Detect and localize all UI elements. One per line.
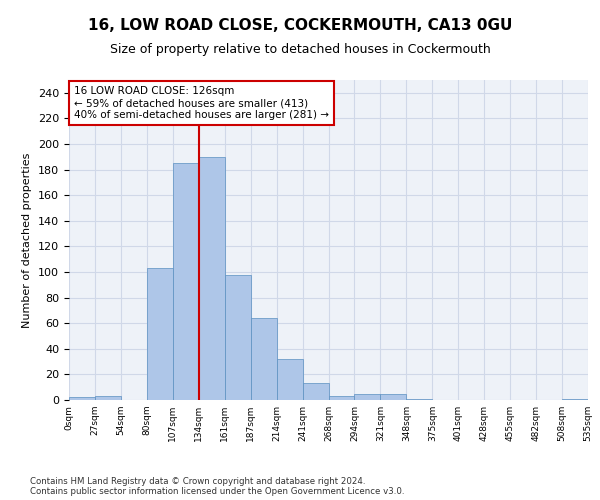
Bar [380,394,406,400]
Text: 16, LOW ROAD CLOSE, COCKERMOUTH, CA13 0GU: 16, LOW ROAD CLOSE, COCKERMOUTH, CA13 0G… [88,18,512,32]
Text: Contains public sector information licensed under the Open Government Licence v3: Contains public sector information licen… [30,487,404,496]
Bar [199,157,224,400]
Text: Size of property relative to detached houses in Cockermouth: Size of property relative to detached ho… [110,42,490,56]
Text: 16 LOW ROAD CLOSE: 126sqm
← 59% of detached houses are smaller (413)
40% of semi: 16 LOW ROAD CLOSE: 126sqm ← 59% of detac… [74,86,329,120]
Bar [355,394,380,400]
Bar [251,318,277,400]
Text: Contains HM Land Registry data © Crown copyright and database right 2024.: Contains HM Land Registry data © Crown c… [30,477,365,486]
Bar [329,396,355,400]
Bar [562,398,588,400]
Bar [225,274,251,400]
Y-axis label: Number of detached properties: Number of detached properties [22,152,32,328]
Bar [277,359,302,400]
Bar [302,384,329,400]
Bar [69,398,95,400]
Bar [147,268,173,400]
Bar [95,396,121,400]
Bar [406,398,432,400]
Bar [173,163,199,400]
